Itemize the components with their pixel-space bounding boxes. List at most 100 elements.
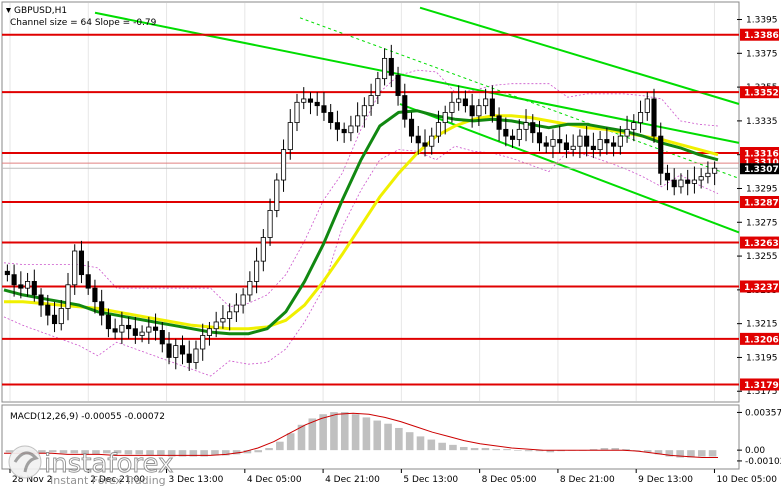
candle-body: [361, 105, 367, 117]
time-tick-label: 8 Dec 21:00: [560, 475, 615, 485]
candle-body: [139, 331, 145, 336]
candle-body: [550, 139, 556, 147]
candle-body: [213, 321, 219, 330]
candle-body: [220, 318, 226, 323]
level-price-tag: [740, 86, 779, 99]
macd-histogram-bar: [308, 418, 317, 451]
level-price-label: 1.3316: [744, 150, 779, 160]
candle-body: [274, 179, 280, 211]
price-tick-label: 1.3335: [746, 117, 778, 127]
candle-body: [611, 142, 617, 147]
macd-histogram-bar: [265, 448, 273, 451]
level-price-tag: [740, 147, 779, 159]
candle-body: [267, 210, 273, 238]
level-price-tag: [740, 196, 779, 208]
candle-body: [624, 128, 630, 137]
candle-body: [307, 98, 314, 103]
candle-body: [254, 260, 260, 282]
candle-body: [132, 328, 138, 336]
macd-histogram-bar: [189, 450, 198, 457]
candle-body: [58, 308, 64, 325]
macd-histogram-bar: [492, 449, 501, 451]
level-price-label: 1.3237: [744, 283, 779, 293]
candle-body: [604, 139, 610, 144]
price-tick-label: 1.3195: [746, 353, 778, 363]
secondary-price-label: 1.3310: [744, 158, 779, 168]
macd-histogram-bar: [665, 450, 674, 457]
candle-body: [678, 179, 684, 188]
macd-histogram-bar: [503, 449, 511, 451]
macd-histogram-bar: [319, 414, 327, 451]
candle-body: [577, 135, 583, 147]
time-tick-label: 8 Dec 05:00: [482, 475, 537, 485]
candle-body: [146, 326, 152, 333]
candle-body: [563, 142, 569, 151]
candle-body: [685, 179, 691, 184]
envelope-lower: [3, 145, 719, 377]
candle-body: [449, 101, 455, 113]
macd-histogram-bar: [427, 439, 436, 451]
candle-body: [65, 284, 71, 309]
macd-histogram-bar: [200, 450, 208, 457]
candle-body: [112, 328, 118, 333]
macd-histogram-bar: [405, 432, 414, 451]
candle-body: [530, 122, 536, 134]
candle-body: [78, 250, 85, 276]
macd-histogram-bar: [459, 446, 468, 451]
macd-histogram-bar: [221, 450, 230, 456]
candle-body: [429, 135, 435, 147]
candle-body: [597, 139, 603, 151]
macd-histogram-bar: [362, 417, 371, 451]
chart-title: GBPUSD,H1: [14, 6, 67, 16]
macd-histogram-bar: [59, 450, 68, 454]
candle-body: [159, 330, 165, 345]
macd-histogram-bar: [70, 450, 79, 454]
macd-histogram-bar: [373, 420, 382, 451]
price-tick-label: 1.3295: [746, 184, 778, 194]
logo-swirl-icon: [13, 451, 39, 473]
price-tick-label: 1.3275: [746, 218, 778, 228]
candle-body: [435, 122, 442, 137]
candle-body: [166, 343, 172, 358]
level-price-label: 1.3287: [744, 199, 779, 209]
candle-body: [536, 132, 543, 144]
candle-body: [38, 294, 44, 306]
macd-histogram-bar: [481, 448, 490, 451]
candle-body: [18, 284, 24, 289]
price-tick-label: 1.3215: [746, 320, 778, 330]
candle-body: [462, 98, 468, 107]
candle-body: [382, 57, 388, 80]
candle-body: [557, 139, 563, 144]
instaforex-logo-icon: [8, 445, 42, 479]
candle-body: [200, 335, 206, 350]
candle-body: [496, 115, 502, 130]
candle-body: [375, 78, 381, 96]
macd-signal-line: [4, 412, 718, 458]
level-price-label: 1.3386: [744, 31, 779, 41]
macd-histogram-bar: [102, 450, 111, 454]
title-marker-icon: [6, 8, 11, 13]
macd-histogram-bar: [384, 423, 392, 451]
macd-histogram-bar: [449, 444, 457, 451]
candle-body: [469, 105, 475, 117]
candle-body: [247, 281, 253, 296]
current-price-tag: [740, 163, 779, 175]
level-price-label: 1.3352: [744, 89, 779, 99]
macd-histogram-bar: [38, 450, 46, 454]
time-tick-label: 4 Dec 05:00: [247, 475, 302, 485]
candle-body: [644, 98, 650, 113]
candle-body: [516, 128, 522, 140]
candle-body: [395, 74, 401, 96]
candle-body: [489, 98, 495, 117]
macd-histogram-bar: [643, 450, 652, 453]
candle-body: [476, 105, 482, 117]
level-price-tag: [740, 378, 779, 391]
candle-body: [51, 314, 58, 325]
candle-body: [321, 105, 327, 113]
candle-body: [280, 149, 287, 181]
candle-body: [402, 95, 408, 120]
macd-histogram-bar: [524, 450, 533, 452]
candle-body: [314, 101, 320, 107]
